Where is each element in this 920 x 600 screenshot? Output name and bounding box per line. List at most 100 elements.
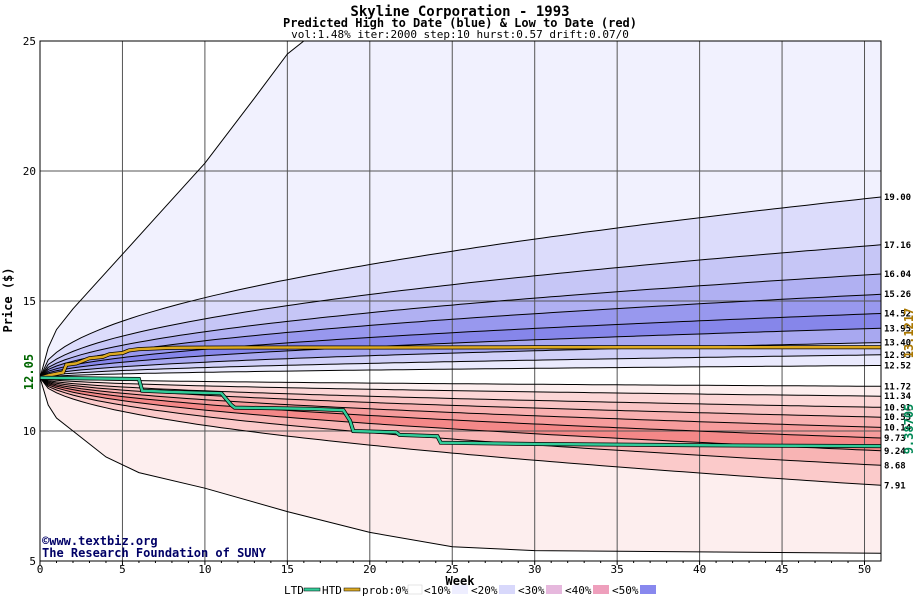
band-fill-upper-4 xyxy=(40,294,881,378)
x-tick-label: 30 xyxy=(528,563,541,576)
x-tick-label: 10 xyxy=(198,563,211,576)
band-fill-upper-1 xyxy=(40,197,881,378)
upper-band-line-0 xyxy=(39,196,882,378)
x-tick-label: 5 xyxy=(119,563,126,576)
legend-prob-swatch xyxy=(407,584,423,595)
x-axis-label: Week xyxy=(446,574,476,588)
watermark-url: ©www.textbiz.org xyxy=(42,534,158,548)
legend-bin-text: <10% xyxy=(424,584,451,597)
lower-band-line-8 xyxy=(39,377,882,486)
y-tick-label: 10 xyxy=(23,425,36,438)
htd-final-label: 13.1217 xyxy=(902,308,916,359)
upper-band-line-1 xyxy=(39,244,882,378)
y-tick-label: 20 xyxy=(23,165,36,178)
y-tick-label: 25 xyxy=(23,35,36,48)
band-fill-center xyxy=(40,365,881,387)
band-fill-upper-0 xyxy=(40,41,881,378)
band-end-label: 9.73 xyxy=(884,434,906,444)
x-tick-label: 45 xyxy=(775,563,788,576)
upper-band-line-5 xyxy=(39,327,882,379)
lower-band-line-4 xyxy=(39,377,882,428)
band-end-label: 10.14 xyxy=(884,423,912,433)
band-fill-upper-8 xyxy=(40,354,881,378)
copyright-icon: © xyxy=(42,534,50,548)
legend-bin-swatch xyxy=(499,585,515,594)
outer-upper-line xyxy=(39,40,881,378)
band-fill-lower-3 xyxy=(40,377,881,428)
x-tick-label: 20 xyxy=(363,563,376,576)
band-end-label: 12.93 xyxy=(884,351,911,361)
ltd-line xyxy=(39,376,882,448)
lower-band-line-5 xyxy=(39,377,882,439)
lower-band-line-1 xyxy=(39,377,882,397)
upper-band-line-8 xyxy=(39,365,881,379)
band-fill-lower-5 xyxy=(40,377,881,451)
y-tick-label: 5 xyxy=(29,555,36,568)
legend-htd-swatch xyxy=(343,587,361,592)
band-fill-upper-7 xyxy=(40,342,881,378)
legend-bin-text: <30% xyxy=(518,584,545,597)
legend-bin-swatch xyxy=(640,585,656,594)
band-end-label: 7.91 xyxy=(884,481,906,491)
band-end-label: 13.40 xyxy=(884,339,911,349)
lower-band-line-7 xyxy=(39,377,882,466)
band-fills xyxy=(40,41,881,554)
upper-band-line-2 xyxy=(39,273,882,379)
legend-bin-text: <20% xyxy=(471,584,498,597)
ltd-final-label: 9.38705 xyxy=(902,404,916,455)
legend: LTD HTD prob:0% <10% <20% <30% <40% <50% xyxy=(284,584,656,597)
outer-lower-line xyxy=(39,377,882,554)
lower-band-line-0 xyxy=(39,377,882,387)
series-lines xyxy=(39,345,882,449)
band-end-label: 14.52 xyxy=(884,309,911,319)
band-end-label: 9.24 xyxy=(884,447,906,457)
right-labels: 19.00 17.16 16.04 15.26 14.52 13.95 13.40 12.93… xyxy=(884,193,912,491)
start-price-label: 12.05 xyxy=(22,354,36,390)
x-tick-label: 40 xyxy=(693,563,706,576)
band-fill-upper-6 xyxy=(40,328,881,378)
legend-bin-swatch xyxy=(452,585,468,594)
upper-band-line-3 xyxy=(39,293,882,379)
band-end-label: 17.16 xyxy=(884,241,911,251)
legend-prob-text: prob:0% xyxy=(362,584,409,597)
plot-frame xyxy=(39,40,882,562)
legend-bin-text: <40% xyxy=(565,584,592,597)
band-fill-lower-1 xyxy=(40,377,881,408)
x-tick-label: 35 xyxy=(611,563,624,576)
lower-band-line-2 xyxy=(39,377,882,408)
band-fill-lower-4 xyxy=(40,377,881,438)
upper-band-line-7 xyxy=(39,354,882,379)
x-tick-label: 0 xyxy=(37,563,44,576)
band-end-label: 11.34 xyxy=(884,392,912,402)
band-fill-upper-5 xyxy=(40,313,881,378)
band-end-label: 13.95 xyxy=(884,324,911,334)
band-end-label: 10.91 xyxy=(884,403,911,413)
band-end-label: 8.68 xyxy=(884,461,906,471)
chart-subtitle: Predicted High to Date (blue) & Low to D… xyxy=(283,16,637,30)
x-tick-label: 50 xyxy=(858,563,871,576)
band-end-label: 11.72 xyxy=(884,382,911,392)
band-end-label: 16.04 xyxy=(884,270,912,280)
legend-ltd-text: LTD xyxy=(284,584,304,597)
legend-bin-text: <50% xyxy=(612,584,639,597)
band-fill-upper-2 xyxy=(40,244,881,378)
y-axis-label: Price ($) xyxy=(1,267,15,332)
legend-ltd-swatch xyxy=(303,587,321,592)
legend-htd-text: HTD xyxy=(322,584,342,597)
x-tick-label: 15 xyxy=(281,563,294,576)
upper-band-line-4 xyxy=(39,313,882,379)
band-fill-lower-2 xyxy=(40,377,881,418)
band-end-label: 10.53 xyxy=(884,413,911,423)
y-tick-label: 15 xyxy=(23,295,36,308)
x-tick-label: 25 xyxy=(446,563,459,576)
band-end-label: 19.00 xyxy=(884,193,911,203)
band-fill-lower-7 xyxy=(40,377,881,486)
band-end-label: 15.26 xyxy=(884,290,911,300)
band-fill-lower-outer xyxy=(40,377,881,554)
band-lines xyxy=(39,40,882,554)
legend-bin-swatch xyxy=(546,585,562,594)
legend-bin-swatch xyxy=(593,585,609,594)
